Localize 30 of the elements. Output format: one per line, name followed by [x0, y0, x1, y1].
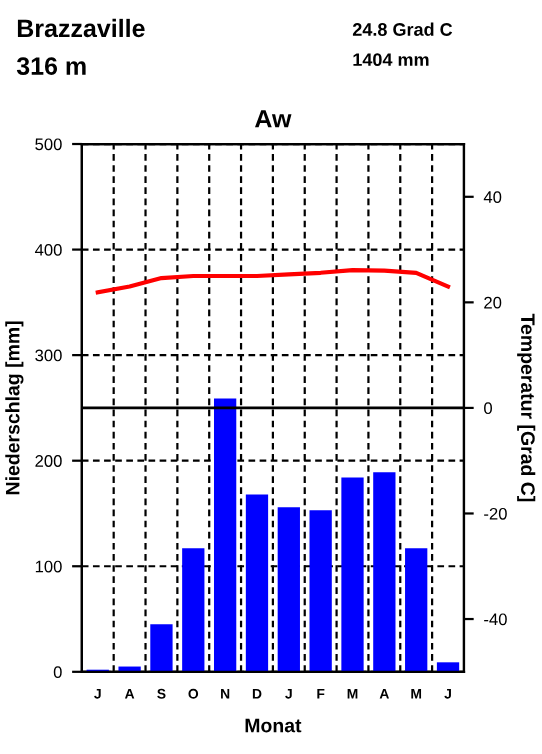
bar — [277, 507, 300, 672]
bar — [245, 494, 269, 672]
bar — [150, 624, 173, 672]
chart-title: Aw — [254, 110, 292, 128]
text: Brazzaville — [17, 18, 145, 38]
line-series — [95, 268, 451, 295]
x-axis-title: Monat — [245, 718, 302, 733]
y2-tick-label: 20 — [484, 296, 502, 309]
text: 1404 mm — [353, 53, 429, 67]
bar — [405, 548, 428, 672]
bar — [309, 510, 332, 672]
y-tick-label: 400 — [34, 243, 62, 256]
bar — [341, 477, 364, 672]
text: 24.8 Grad C — [352, 22, 453, 36]
y-tick-label: 0 — [53, 666, 62, 679]
bar — [213, 398, 237, 672]
y-tick-label: 100 — [35, 560, 62, 573]
bar — [436, 662, 460, 672]
bar — [182, 548, 205, 672]
y2-tick-label: 40 — [483, 191, 502, 203]
y-tick-label: 200 — [35, 455, 62, 467]
y2-axis-title: Temperatur [Grad C] — [517, 313, 536, 502]
y2-tick-label: -20 — [484, 507, 507, 520]
y-tick-label: 300 — [35, 349, 62, 362]
y2-tick-label: -40 — [484, 613, 507, 626]
y-axis-title: Niederschlag [mm] — [5, 321, 24, 495]
y-tick-label: 500 — [35, 138, 62, 151]
bar — [373, 472, 396, 672]
y2-tick-label: 0 — [484, 402, 493, 415]
text: 316 m — [16, 57, 86, 75]
